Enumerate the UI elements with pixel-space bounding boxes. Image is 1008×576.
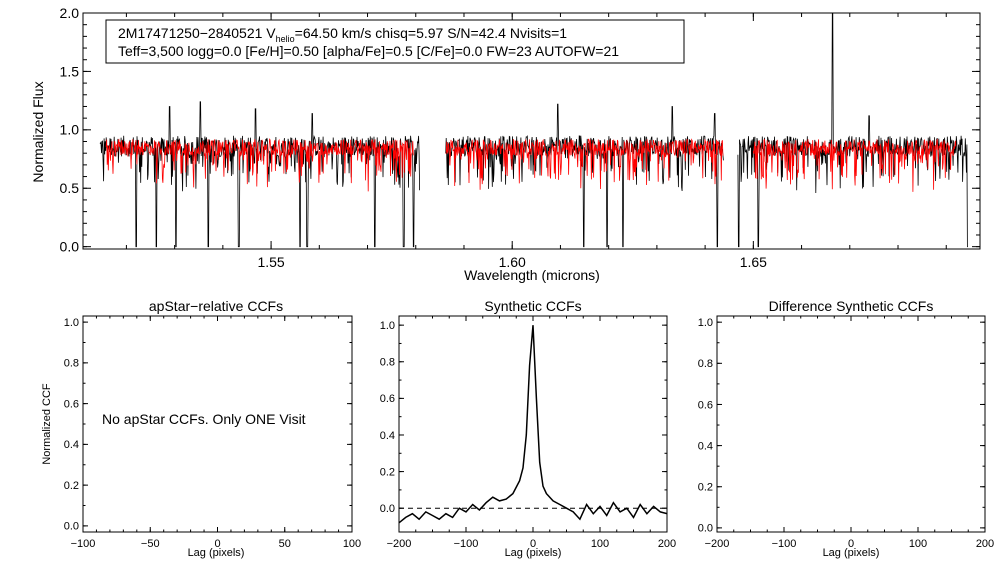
difference-ccf-x-axis-label: Lag (pixels)	[823, 547, 880, 559]
spectrum-y-tick-label: 0.0	[60, 239, 80, 255]
synthetic-ccf-y-tick-labels: 0.0 0.2 0.4 0.6 0.8 1.0	[380, 320, 395, 515]
synthetic-ccf-y-tick-label: 0.0	[380, 503, 395, 515]
difference-ccf-title: Difference Synthetic CCFs	[769, 298, 934, 314]
spectrum-y-tick-labels: 0.0 0.5 1.0 1.5 2.0	[60, 5, 80, 255]
apstar-ccf-ticks	[82, 316, 353, 532]
apstar-ccf-y-axis-label: Normalized CCF	[41, 383, 53, 465]
synthetic-ccf-x-tick-label: 100	[591, 538, 609, 550]
spectrum-x-tick-label: 1.60	[499, 254, 526, 270]
apstar-ccf-y-tick-labels: 0.0 0.2 0.4 0.6 0.8 1.0	[64, 317, 79, 533]
synthetic-ccf-x-tick-labels: −200 −100 0 100 200	[387, 538, 677, 550]
synthetic-ccf-y-tick-label: 0.6	[380, 393, 395, 405]
apstar-ccf-x-tick-labels: −100 −50 0 50 100	[71, 538, 362, 550]
annotation-frame	[105, 19, 685, 64]
annotation-fit-stats: =64.50 km/s chisq=5.97 S/N=42.4 Nvisits=…	[295, 25, 568, 41]
spectrum-y-tick-label: 1.5	[60, 63, 80, 79]
annotation-line-1: 2M17471250−2840521 Vhelio=64.50 km/s chi…	[118, 25, 567, 44]
apstar-ccf-message: No apStar CCFs. Only ONE Visit	[102, 411, 306, 427]
annotation-vhelio-subscript: helio	[276, 34, 295, 44]
apstar-ccf-y-tick-label: 1.0	[64, 317, 79, 329]
apstar-ccf-title: apStar−relative CCFs	[149, 298, 283, 314]
apstar-ccf-y-tick-label: 0.8	[64, 358, 79, 370]
annotation-star-id: 2M17471250−2840521 V	[118, 25, 276, 41]
difference-ccf-y-tick-label: 1.0	[698, 317, 713, 329]
difference-ccf-y-tick-label: 0.8	[698, 358, 713, 370]
apstar-ccf-x-tick-label: 50	[279, 538, 291, 550]
synthetic-ccf-plot-area	[399, 325, 667, 524]
synthetic-ccf-panel: Synthetic CCFs 0.0 0.2 0.4 0.6 0.8 1.0 −200 −1…	[380, 298, 676, 559]
difference-ccf-x-tick-label: −200	[705, 538, 730, 550]
apstar-ccf-x-axis-label: Lag (pixels)	[188, 547, 245, 559]
spectrum-x-tick-labels: 1.55 1.60 1.65	[257, 254, 767, 270]
difference-ccf-frame	[716, 315, 986, 533]
apstar-ccf-x-tick-label: 100	[343, 538, 361, 550]
model-spectrum-line	[105, 138, 957, 192]
difference-ccf-panel: Difference Synthetic CCFs 0.00.20.40.60.…	[698, 298, 994, 559]
apstar-ccf-y-tick-label: 0.0	[64, 521, 79, 533]
spectrum-plot-area	[99, 13, 968, 248]
spectrum-y-axis-label: Normalized Flux	[30, 81, 46, 182]
difference-ccf-y-tick-label: 0.0	[698, 523, 713, 535]
synthetic-ccf-x-tick-label: −200	[387, 538, 412, 550]
synthetic-ccf-y-tick-label: 0.2	[380, 466, 395, 478]
difference-ccf-y-tick-label: 0.2	[698, 482, 713, 494]
spectrum-x-axis-label: Wavelength (microns)	[464, 267, 600, 283]
spectrum-x-tick-label: 1.55	[257, 254, 284, 270]
difference-ccf-x-tick-label: −100	[772, 538, 797, 550]
spectrum-y-tick-label: 0.5	[60, 180, 80, 196]
difference-ccf-y-tick-labels: 0.0 0.2 0.4 0.6 0.8 1.0	[698, 317, 713, 535]
apstar-ccf-y-tick-label: 0.6	[64, 398, 79, 410]
annotation-line-2: Teff=3,500 logg=0.0 [Fe/H]=0.50 [alpha/F…	[118, 43, 619, 59]
synthetic-ccf-x-tick-label: −100	[454, 538, 479, 550]
apstar-ccf-x-tick-label: −100	[71, 538, 96, 550]
spectrum-panel: 0.0 0.5 1.0 1.5 2.0 1.55 1.60 1.65 Wavelength …	[30, 5, 981, 283]
apstar-ccf-y-tick-label: 0.2	[64, 480, 79, 492]
spectrum-annotation-box: 2M17471250−2840521 Vhelio=64.50 km/s chi…	[105, 19, 685, 64]
spectrum-y-tick-label: 2.0	[60, 5, 80, 21]
spectrum-x-tick-label: 1.65	[740, 254, 767, 270]
difference-ccf-x-tick-labels: −200 −100 0 100 200	[705, 538, 995, 550]
synthetic-ccf-ticks	[398, 316, 668, 532]
synthetic-ccf-x-tick-label: 0	[530, 538, 536, 550]
synthetic-ccf-frame	[398, 315, 668, 533]
difference-ccf-x-tick-label: 100	[909, 538, 927, 550]
spectrum-frame	[82, 12, 981, 250]
synthetic-ccf-y-tick-label: 0.8	[380, 357, 395, 369]
synthetic-ccf-y-tick-label: 1.0	[380, 320, 395, 332]
synthetic-ccf-title: Synthetic CCFs	[484, 298, 581, 314]
synthetic-ccf-x-axis-label: Lag (pixels)	[505, 547, 562, 559]
difference-ccf-x-tick-label: 200	[976, 538, 994, 550]
synthetic-ccf-y-tick-label: 0.4	[380, 430, 395, 442]
difference-ccf-ticks	[716, 316, 986, 532]
apstar-ccf-panel: apStar−relative CCFs 0.00.20.40.60.81.0 …	[41, 298, 361, 559]
difference-ccf-y-tick-label: 0.6	[698, 399, 713, 411]
difference-ccf-x-tick-label: 0	[848, 538, 854, 550]
apstar-ccf-x-tick-label: 0	[214, 538, 220, 550]
spectrum-y-tick-label: 1.0	[60, 122, 80, 138]
apstar-ccf-x-tick-label: −50	[141, 538, 160, 550]
difference-ccf-y-tick-label: 0.4	[698, 440, 713, 452]
synthetic-ccf-line	[399, 325, 667, 524]
apstar-ccf-y-tick-label: 0.4	[64, 439, 79, 451]
synthetic-ccf-x-tick-label: 200	[658, 538, 676, 550]
